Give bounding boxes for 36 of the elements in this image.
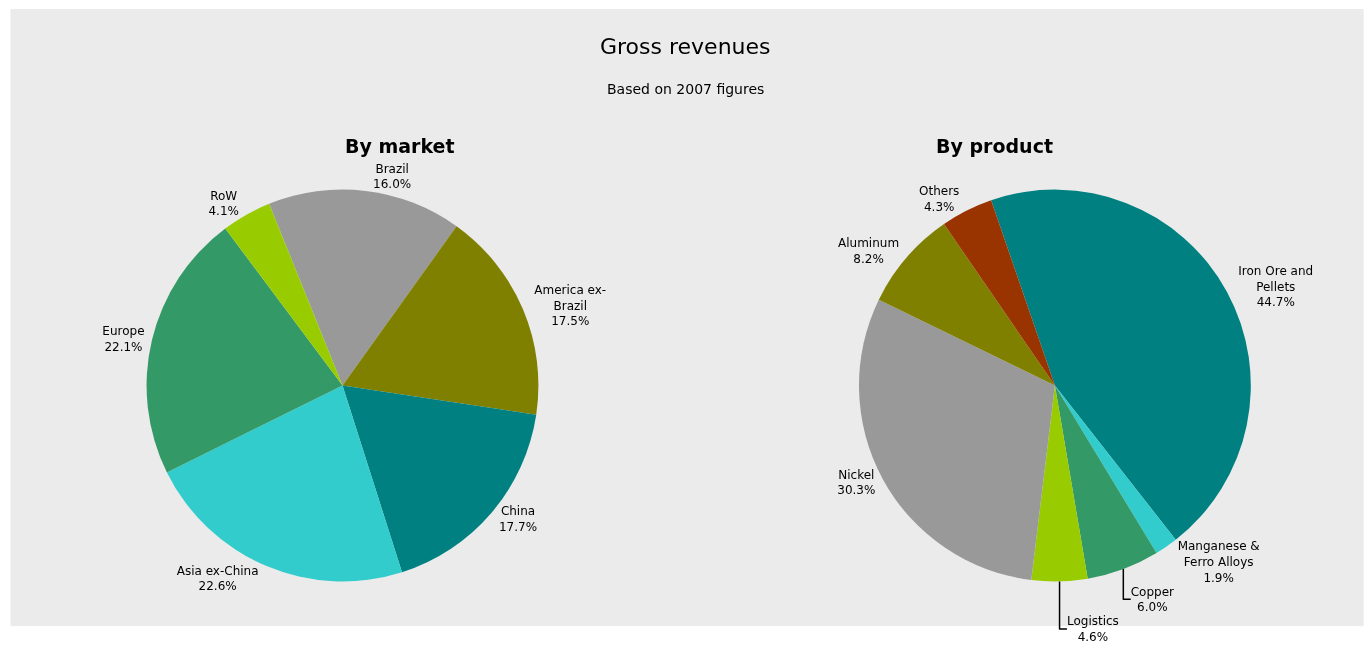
- text: Based on 2007 figures: [607, 81, 765, 97]
- chart-title: By market: [345, 135, 455, 157]
- slice-label: Aluminum: [838, 236, 900, 251]
- data-label: 6.0%: [1137, 600, 1168, 615]
- slice-label: Logistics: [1066, 614, 1119, 629]
- pie-slice: [166, 385, 402, 582]
- slice-label: RoW: [210, 188, 238, 203]
- slice-label: Others: [919, 183, 960, 198]
- data-label: 16.0%: [373, 177, 412, 192]
- chart-title: By product: [936, 135, 1053, 157]
- data-label: 22.1%: [104, 339, 143, 354]
- slice-label: Asia ex-China: [176, 563, 259, 578]
- data-label: 30.3%: [837, 483, 876, 498]
- slice-label: Iron Ore and Pellets: [1238, 264, 1314, 294]
- data-label: 17.5%: [551, 314, 590, 329]
- data-label: 22.6%: [198, 579, 237, 594]
- slice-label: China: [500, 504, 536, 519]
- slice-label: Brazil: [375, 161, 409, 176]
- data-label: 44.7%: [1256, 295, 1295, 310]
- data-label: 4.1%: [208, 204, 239, 219]
- slice-label: America ex-Brazil: [534, 283, 607, 313]
- pie-slice: [342, 385, 537, 573]
- pie-slice: [146, 228, 343, 473]
- slice-label: Manganese & Ferro Alloys: [1177, 539, 1260, 569]
- data-label: 4.3%: [923, 199, 955, 214]
- text: Gross revenues: [600, 34, 771, 59]
- pie-slice: [269, 189, 457, 386]
- pie-slice: [1054, 385, 1176, 554]
- slice-label: Copper: [1130, 584, 1175, 599]
- data-label: 17.7%: [498, 519, 538, 534]
- data-label: 8.2%: [853, 252, 884, 267]
- data-label: 4.6%: [1077, 629, 1109, 644]
- slice-label: Nickel: [838, 467, 875, 482]
- slice-label: Europe: [102, 324, 145, 339]
- pie-slice: [1054, 385, 1157, 579]
- data-label: 1.9%: [1203, 570, 1234, 585]
